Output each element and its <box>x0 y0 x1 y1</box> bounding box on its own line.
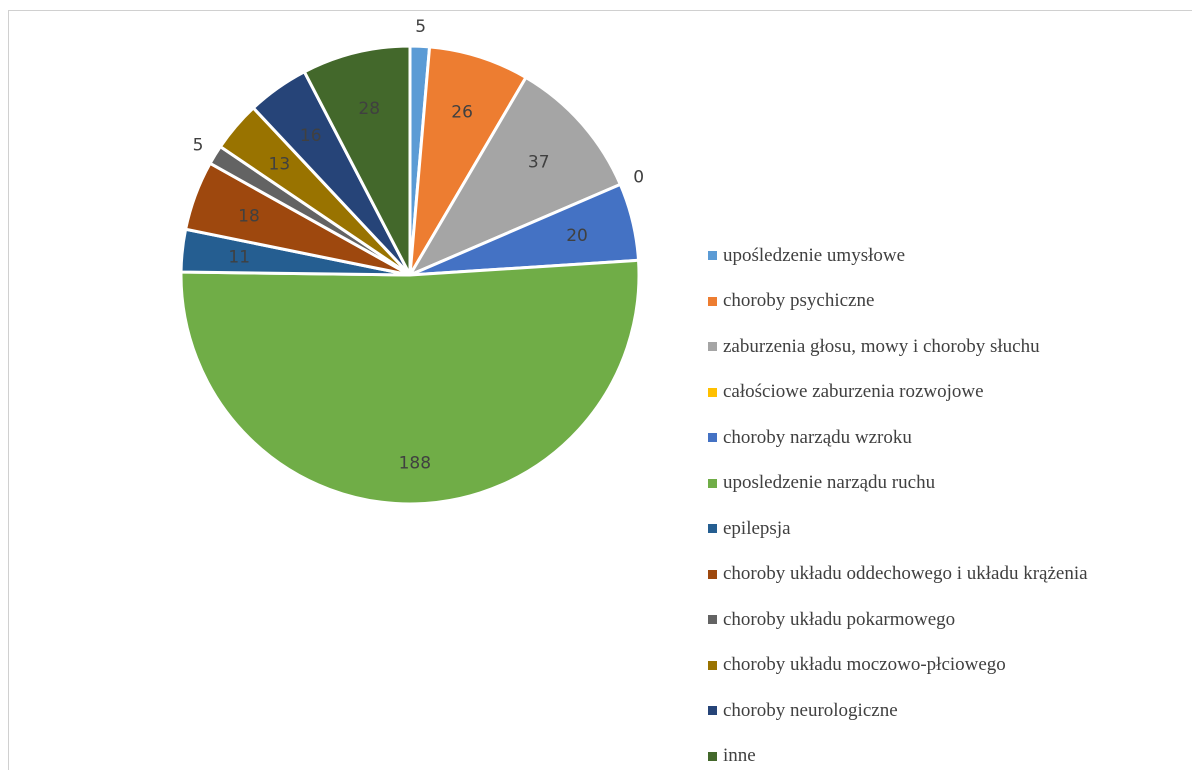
legend-item-calosciowe-zaburzenia-rozwojowe: całościowe zaburzenia rozwojowe <box>708 370 1188 416</box>
legend-swatch <box>708 706 717 715</box>
legend-swatch <box>708 433 717 442</box>
legend-label: choroby układu moczowo-płciowego <box>723 654 1006 676</box>
legend-item-choroby-ukladu-oddechowego-i-ukladu-krazenia: choroby układu oddechowego i układu krąż… <box>708 552 1188 598</box>
chart-legend: upośledzenie umysłowe choroby psychiczne z… <box>708 233 1188 779</box>
legend-swatch <box>708 297 717 306</box>
data-label-calosciowe-zaburzenia-rozwojowe: 0 <box>633 168 644 188</box>
legend-label: choroby układu pokarmowego <box>723 609 955 631</box>
data-label-zaburzenia-glosu-mowy-i-choroby-sluchu: 37 <box>528 152 550 172</box>
legend-item-choroby-ukladu-pokarmowego: choroby układu pokarmowego <box>708 597 1188 643</box>
legend-swatch <box>708 479 717 488</box>
legend-label: całościowe zaburzenia rozwojowe <box>723 381 984 403</box>
data-label-epilepsja: 11 <box>228 248 250 268</box>
data-label-choroby-ukladu-pokarmowego: 5 <box>193 135 204 155</box>
data-label-uposledzenie-narzadu-ruchu: 188 <box>399 454 431 474</box>
legend-label: uposledzenie narządu ruchu <box>723 472 935 494</box>
pie-slices <box>181 46 639 504</box>
data-label-choroby-narzadu-wzroku: 20 <box>566 226 588 246</box>
data-label-choroby-psychiczne: 26 <box>451 102 473 122</box>
legend-item-choroby-neurologiczne: choroby neurologiczne <box>708 688 1188 734</box>
data-label-choroby-ukladu-oddechowego-i-ukladu-krazenia: 18 <box>238 206 260 226</box>
data-label-choroby-ukladu-moczowo-plciowego: 13 <box>269 155 291 175</box>
data-label-choroby-neurologiczne: 16 <box>300 126 322 146</box>
legend-swatch <box>708 661 717 670</box>
legend-label: inne <box>723 745 756 767</box>
legend-swatch <box>708 570 717 579</box>
legend-label: choroby narządu wzroku <box>723 427 912 449</box>
legend-item-uposledzenie-umyslowe: upośledzenie umysłowe <box>708 233 1188 279</box>
legend-item-choroby-psychiczne: choroby psychiczne <box>708 279 1188 325</box>
legend-swatch <box>708 524 717 533</box>
legend-label: epilepsja <box>723 518 791 540</box>
data-label-inne: 28 <box>358 99 380 119</box>
legend-label: zaburzenia głosu, mowy i choroby słuchu <box>723 336 1040 358</box>
legend-item-choroby-ukladu-moczowo-plciowego: choroby układu moczowo-płciowego <box>708 643 1188 689</box>
legend-swatch <box>708 251 717 260</box>
legend-item-zaburzenia-glosu-mowy-i-choroby-sluchu: zaburzenia głosu, mowy i choroby słuchu <box>708 324 1188 370</box>
legend-label: upośledzenie umysłowe <box>723 245 905 267</box>
legend-swatch <box>708 342 717 351</box>
legend-label: choroby psychiczne <box>723 290 874 312</box>
legend-label: choroby układu oddechowego i układu krąż… <box>723 563 1088 585</box>
legend-item-inne: inne <box>708 734 1188 779</box>
data-label-uposledzenie-umyslowe: 5 <box>415 17 426 37</box>
legend-item-epilepsja: epilepsja <box>708 506 1188 552</box>
legend-item-uposledzenie-narzadu-ruchu: uposledzenie narządu ruchu <box>708 461 1188 507</box>
legend-swatch <box>708 752 717 761</box>
legend-item-choroby-narzadu-wzroku: choroby narządu wzroku <box>708 415 1188 461</box>
legend-swatch <box>708 615 717 624</box>
legend-swatch <box>708 388 717 397</box>
legend-label: choroby neurologiczne <box>723 700 898 722</box>
